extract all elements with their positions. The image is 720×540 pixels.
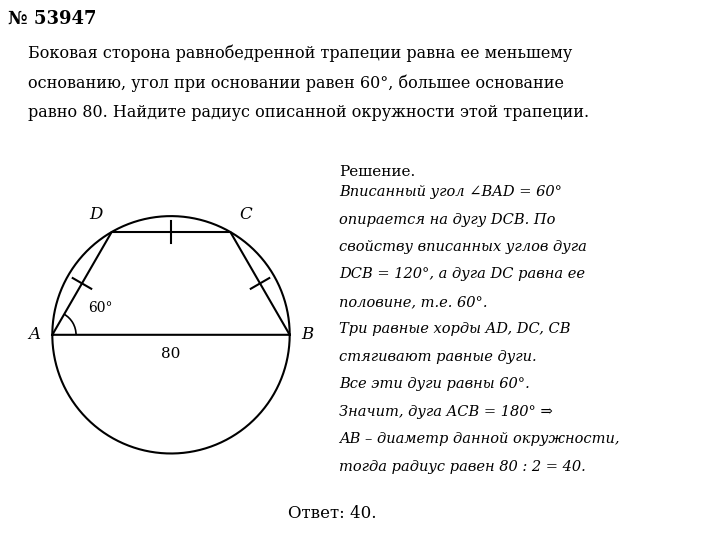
Text: № 53947: № 53947	[8, 10, 96, 28]
Text: 80: 80	[161, 347, 181, 361]
Text: равно 80. Найдите радиус описанной окружности этой трапеции.: равно 80. Найдите радиус описанной окруж…	[28, 104, 589, 121]
Text: A: A	[28, 326, 40, 343]
Text: тогда радиус равен 80 : 2 = 40.: тогда радиус равен 80 : 2 = 40.	[339, 460, 586, 474]
Text: Боковая сторона равнобедренной трапеции равна ее меньшему: Боковая сторона равнобедренной трапеции …	[28, 44, 572, 62]
Text: B: B	[302, 326, 314, 343]
Text: Все эти дуги равны 60°.: Все эти дуги равны 60°.	[339, 377, 530, 392]
Text: Значит, дуга ACB = 180° ⇒: Значит, дуга ACB = 180° ⇒	[339, 404, 553, 418]
Text: Вписанный угол ∠BAD = 60°: Вписанный угол ∠BAD = 60°	[339, 185, 562, 199]
Text: основанию, угол при основании равен 60°, большее основание: основанию, угол при основании равен 60°,…	[28, 74, 564, 91]
Text: AB – диаметр данной окружности,: AB – диаметр данной окружности,	[339, 432, 620, 446]
Text: стягивают равные дуги.: стягивают равные дуги.	[339, 350, 537, 364]
Text: опирается на дугу DCB. По: опирается на дугу DCB. По	[339, 213, 556, 226]
Text: 60°: 60°	[88, 301, 112, 315]
Text: свойству вписанных углов дуга: свойству вписанных углов дуга	[339, 240, 587, 254]
Text: Три равные хорды AD, DC, CB: Три равные хорды AD, DC, CB	[339, 322, 571, 336]
Text: DCB = 120°, а дуга DC равна ее: DCB = 120°, а дуга DC равна ее	[339, 267, 585, 281]
Text: Ответ: 40.: Ответ: 40.	[288, 505, 377, 522]
Text: C: C	[240, 206, 253, 222]
Text: D: D	[89, 206, 102, 222]
Text: Решение.: Решение.	[339, 165, 415, 179]
Text: половине, т.е. 60°.: половине, т.е. 60°.	[339, 295, 487, 309]
